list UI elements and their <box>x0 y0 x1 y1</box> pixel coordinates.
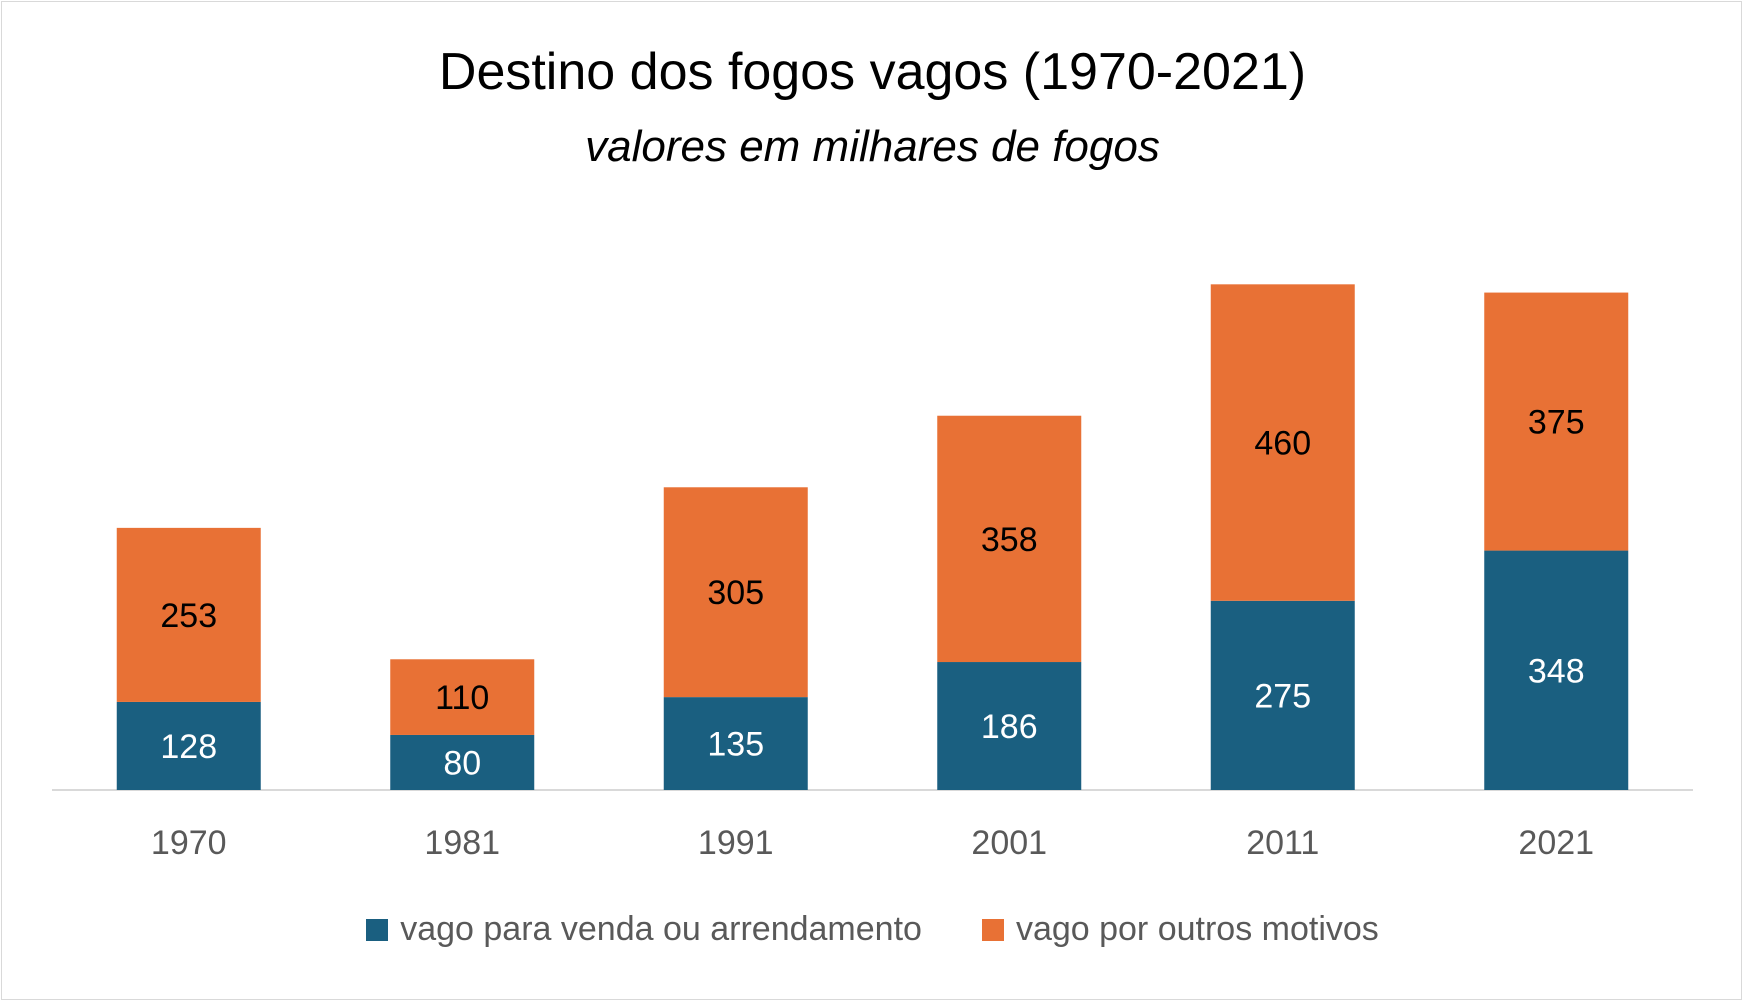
chart-title: Destino dos fogos vagos (1970-2021) <box>438 43 1307 101</box>
legend-label-venda: vago para venda ou arrendamento <box>400 910 922 948</box>
data-label-venda-2021: 348 <box>1528 652 1585 690</box>
bar-outros-1970 <box>116 527 261 702</box>
legend-swatch-venda <box>366 918 389 941</box>
bar-outros-2001 <box>937 415 1082 663</box>
data-label-outros-1970: 253 <box>160 597 217 635</box>
bar-venda-1970 <box>116 701 261 790</box>
x-tick-label-1981: 1981 <box>424 824 500 862</box>
legend-label-outros: vago por outros motivos <box>1015 910 1379 948</box>
chart-subtitle: valores em milhares de fogos <box>585 122 1160 171</box>
legend-item-outros: vago por outros motivos <box>981 910 1379 949</box>
data-label-outros-2021: 375 <box>1528 404 1585 442</box>
x-tick-label-1970: 1970 <box>151 824 227 862</box>
data-label-venda-2001: 186 <box>981 708 1038 746</box>
bar-venda-2011 <box>1210 600 1355 790</box>
data-label-venda-2011: 275 <box>1254 677 1311 715</box>
bar-outros-1991 <box>663 487 808 698</box>
bar-outros-1981 <box>390 659 535 735</box>
bar-venda-1981 <box>390 734 535 790</box>
x-tick-label-2011: 2011 <box>1246 824 1319 862</box>
data-label-outros-2011: 460 <box>1254 425 1311 463</box>
legend: vago para venda ou arrendamento vago por… <box>0 910 1745 949</box>
data-label-outros-2001: 358 <box>981 521 1038 559</box>
data-label-venda-1991: 135 <box>707 726 764 764</box>
data-label-outros-1991: 305 <box>707 574 764 612</box>
bar-venda-1991 <box>663 697 808 790</box>
data-label-venda-1970: 128 <box>160 728 217 766</box>
x-tick-label-2021: 2021 <box>1518 824 1594 862</box>
data-label-venda-1981: 80 <box>443 744 481 782</box>
legend-item-venda: vago para venda ou arrendamento <box>366 910 922 949</box>
bar-venda-2001 <box>937 662 1082 790</box>
legend-swatch-outros <box>981 918 1004 941</box>
x-tick-label-2001: 2001 <box>971 824 1047 862</box>
bar-outros-2011 <box>1210 284 1355 601</box>
x-tick-label-1991: 1991 <box>698 824 774 862</box>
bar-venda-2021 <box>1484 550 1629 790</box>
bar-outros-2021 <box>1484 292 1629 551</box>
data-label-outros-1981: 110 <box>435 679 489 717</box>
